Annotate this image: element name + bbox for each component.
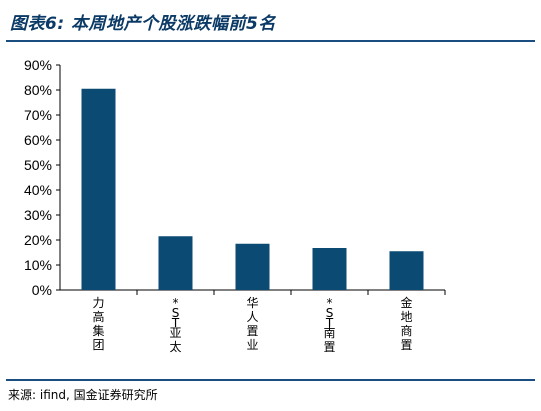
x-category-label: * S T 南置 — [323, 296, 335, 354]
bar — [158, 236, 193, 290]
bar — [81, 88, 116, 290]
source-note: 来源: ifind, 国金证券研究所 — [8, 388, 158, 402]
footer-divider — [6, 379, 535, 381]
y-tick-label: 60% — [24, 132, 52, 148]
x-category-label: 力高集团 — [92, 296, 104, 352]
y-tick-label: 10% — [24, 257, 52, 273]
title-bar: 图表6: 本周地产个股涨跌幅前5名 — [0, 0, 541, 44]
x-category-labels: 力高集团 * S T 亚太 华人置业 * S T 南置 金地商置 — [92, 295, 412, 354]
x-category-label: 金地商置 — [400, 295, 412, 352]
chart-bars — [81, 88, 424, 290]
y-tick-label: 20% — [24, 232, 52, 248]
title-divider — [6, 40, 535, 42]
y-tick-label: 40% — [24, 182, 52, 198]
chart-title: 图表6: 本周地产个股涨跌幅前5名 — [10, 14, 276, 34]
y-tick-labels: 0% 10% 20% 30% 40% 50% 60% 70% 80% 90% — [24, 57, 52, 298]
y-tick-label: 0% — [32, 282, 52, 298]
y-tick-label: 50% — [24, 157, 52, 173]
x-category-label: 华人置业 — [246, 296, 258, 352]
bar — [235, 243, 270, 290]
x-category-label: * S T 亚太 — [169, 296, 181, 354]
y-tick-label: 70% — [24, 107, 52, 123]
y-tick-label: 90% — [24, 57, 52, 73]
bar — [389, 251, 424, 290]
y-tick-label: 30% — [24, 207, 52, 223]
bar — [312, 248, 347, 290]
y-tick-label: 80% — [24, 82, 52, 98]
